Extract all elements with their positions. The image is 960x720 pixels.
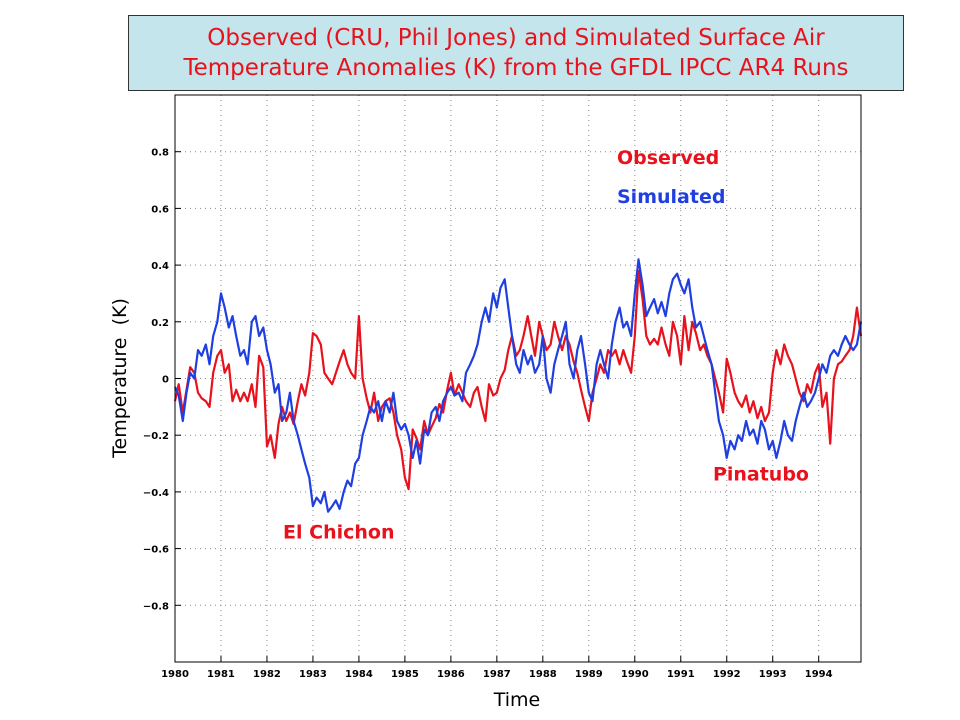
x-tick-label: 1984: [345, 669, 373, 680]
chart-annotations: Observed Simulated El Chichon Pinatubo: [283, 147, 809, 544]
y-tick-label: −0.6: [143, 545, 169, 556]
x-axis-label: Time: [493, 689, 541, 711]
y-axis-label: Temperature (K): [109, 298, 131, 458]
chart-title: Observed (CRU, Phil Jones) and Simulated…: [128, 15, 904, 91]
x-tick-label: 1992: [713, 669, 741, 680]
x-tick-label: 1980: [161, 669, 189, 680]
series-line-simulated: [173, 258, 863, 513]
chart-title-line-2: Temperature Anomalies (K) from the GFDL …: [183, 55, 849, 81]
legend-label-observed: Observed: [617, 147, 719, 169]
x-tick-label: 1993: [759, 669, 787, 680]
y-tick-label: −0.2: [143, 431, 169, 442]
series-lines: [173, 258, 863, 513]
x-tick-label: 1986: [437, 669, 465, 680]
x-tick-label: 1994: [805, 669, 833, 680]
y-tick-label: −0.4: [143, 488, 169, 499]
x-tick-label: 1982: [253, 669, 281, 680]
legend-label-simulated: Simulated: [617, 186, 725, 208]
annotation-label: El Chichon: [283, 522, 394, 544]
y-tick-label: 0: [162, 375, 169, 386]
y-tick-label: 0.4: [151, 261, 169, 272]
series-line-observed: [173, 269, 863, 491]
x-tick-label: 1989: [575, 669, 603, 680]
tick-labels: 0.8 0.6 0.4 0.2 0 −0.2 −0.4 −0.6 −0.8 1980 1981 198…: [143, 148, 833, 680]
x-tick-label: 1985: [391, 669, 419, 680]
y-tick-label: 0.8: [151, 148, 169, 159]
x-tick-label: 1988: [529, 669, 557, 680]
x-tick-label: 1991: [667, 669, 695, 680]
x-tick-label: 1983: [299, 669, 327, 680]
y-tick-label: −0.8: [143, 601, 169, 612]
y-tick-label: 0.2: [151, 318, 169, 329]
x-tick-label: 1981: [207, 669, 235, 680]
y-tick-label: 0.6: [151, 204, 169, 215]
plot-frame: [174, 94, 862, 663]
annotation-label: Pinatubo: [713, 464, 809, 486]
grid: [175, 95, 861, 662]
x-tick-label: 1987: [483, 669, 511, 680]
chart-title-line-1: Observed (CRU, Phil Jones) and Simulated…: [207, 25, 825, 51]
x-tick-label: 1990: [621, 669, 649, 680]
